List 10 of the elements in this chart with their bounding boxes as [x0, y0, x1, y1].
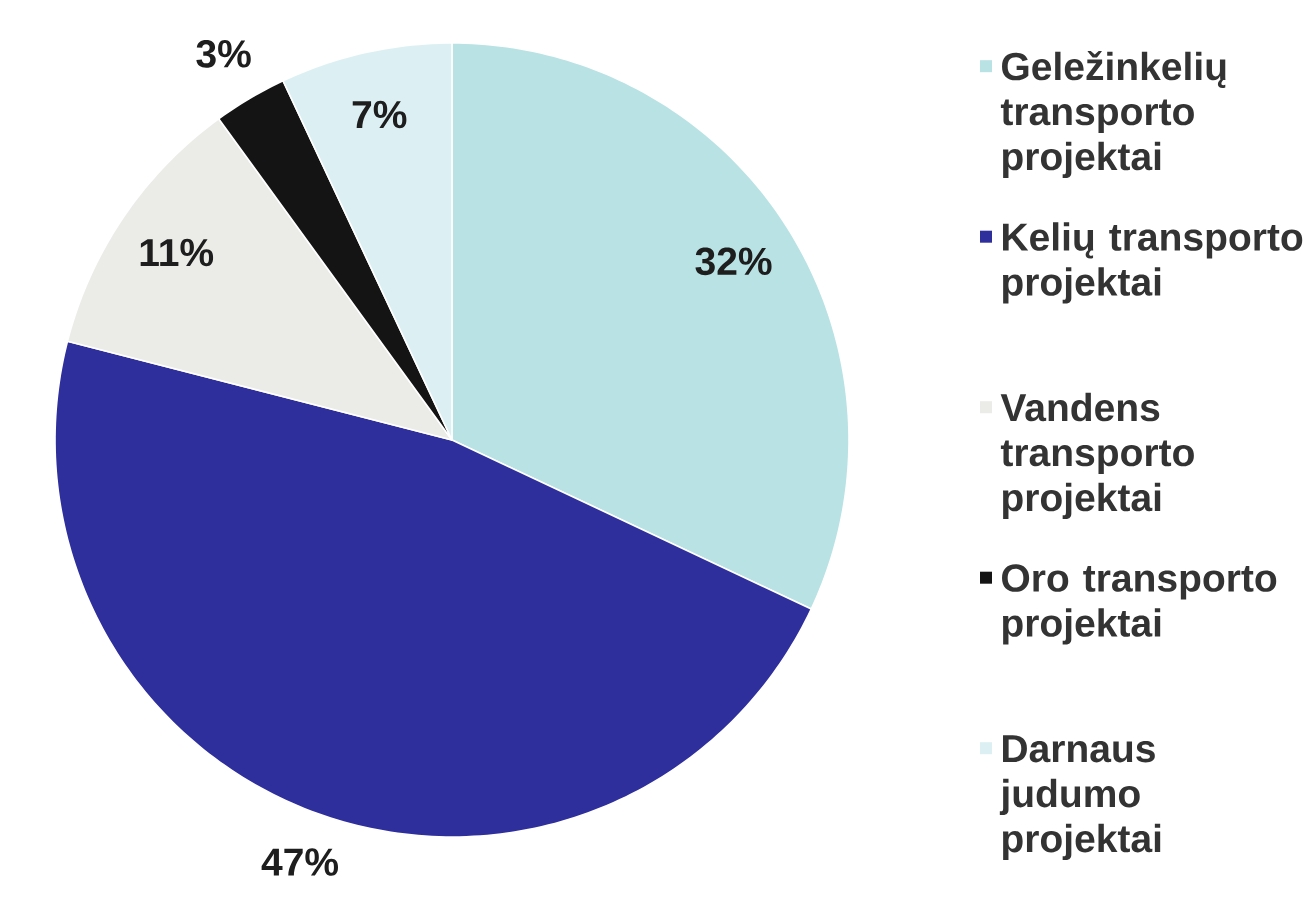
legend-label: Oro transporto projektai	[1002, 564, 1277, 645]
data-label: 47%	[261, 848, 339, 876]
legend-label: Vandens transporto projektai	[1000, 392, 1194, 520]
data-label: 7%	[352, 100, 407, 129]
legend-label: Kelių transporto projektai	[1002, 222, 1303, 304]
legend-label: Geležinkelių transporto projektai	[1000, 50, 1226, 179]
data-label: 11%	[140, 238, 214, 267]
data-label: 3%	[196, 40, 251, 68]
data-label: 32%	[695, 247, 772, 276]
legend-label: Darnaus judumo projektai	[999, 735, 1161, 861]
